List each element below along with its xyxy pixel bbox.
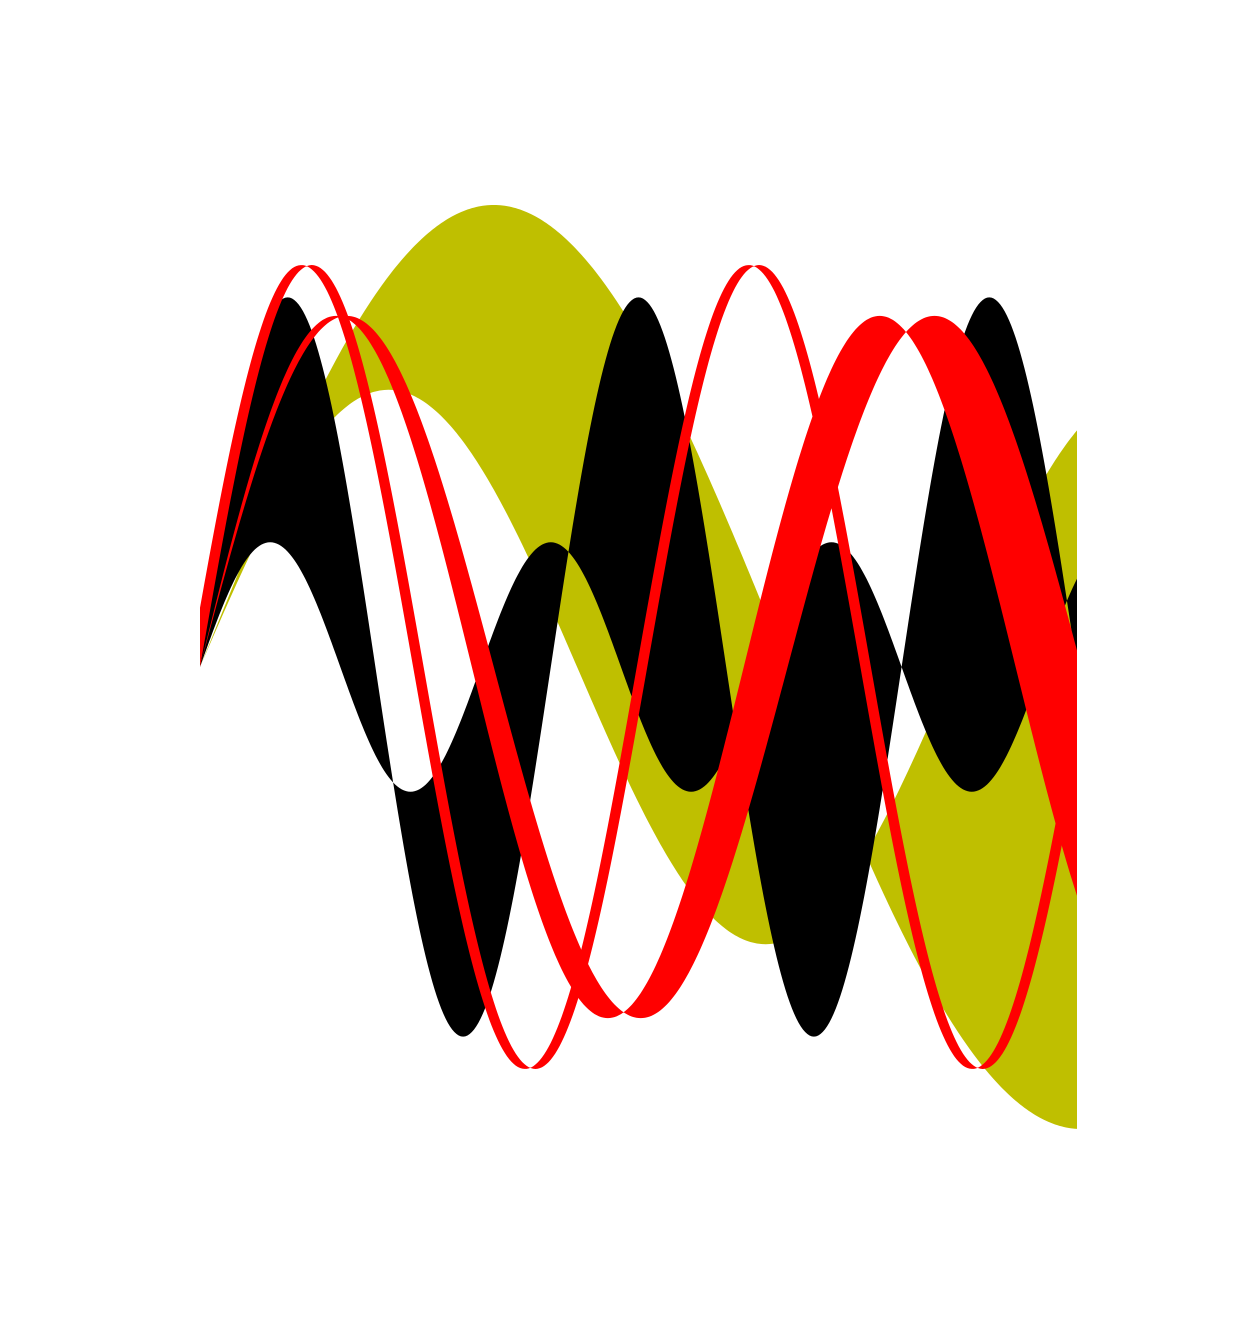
red-band bbox=[200, 315, 1077, 1019]
red-outline-band bbox=[200, 265, 1077, 1069]
plot-area bbox=[200, 205, 1077, 1129]
